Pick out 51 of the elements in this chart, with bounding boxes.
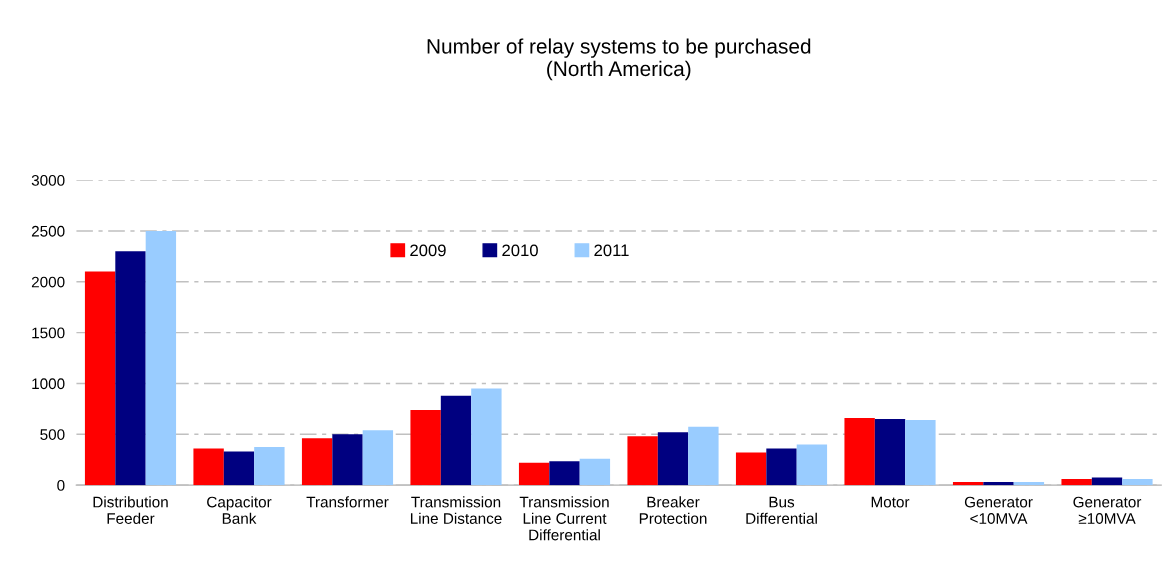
- bar: [549, 461, 580, 486]
- x-tick-label: Bus Differential: [746, 496, 817, 524]
- bar: [844, 418, 875, 486]
- bar: [332, 434, 363, 486]
- bar: [193, 448, 224, 486]
- bar: [657, 432, 689, 486]
- x-tick-label: Motor: [871, 496, 910, 508]
- legend-label: 2009: [410, 244, 446, 257]
- bar: [362, 430, 394, 486]
- bar: [145, 230, 177, 486]
- bar: [1122, 479, 1153, 486]
- y-tick-label: 3000: [31, 174, 65, 186]
- bar: [84, 271, 116, 486]
- bar: [735, 452, 767, 486]
- legend-label: 2010: [502, 244, 538, 257]
- bar: [1013, 482, 1045, 486]
- bar: [410, 409, 441, 486]
- x-tick-label: Breaker Protection: [639, 496, 707, 524]
- y-tick-label: 500: [40, 429, 65, 440]
- x-tick-label: Capacitor Bank: [207, 496, 272, 524]
- bar: [254, 447, 285, 486]
- y-tick-label: 0: [57, 480, 65, 491]
- x-tick-label: Transmission Line Distance: [410, 496, 502, 524]
- x-tick-label: Distribution Feeder: [93, 496, 168, 524]
- y-tick-label: 1500: [32, 327, 65, 339]
- chart-title: Number of relay systems to be purchased (North America): [427, 38, 811, 81]
- legend-label: 2011: [594, 244, 629, 257]
- bar: [301, 438, 333, 486]
- bar: [952, 482, 984, 486]
- y-tick-label: 1000: [32, 378, 65, 390]
- y-tick-label: 2000: [31, 276, 65, 288]
- x-tick-label: Transmission Line Current Differential: [519, 496, 609, 541]
- bar: [115, 251, 146, 486]
- bar: [766, 448, 797, 486]
- y-tick-label: 2500: [31, 225, 65, 237]
- bar: [579, 458, 611, 486]
- x-tick-label: Generator <10MVA: [964, 496, 1033, 524]
- bar: [905, 420, 936, 486]
- bar: [983, 482, 1014, 486]
- x-tick-label: Transformer: [306, 496, 389, 508]
- bar: [471, 388, 502, 486]
- bar: [1061, 479, 1092, 486]
- bar: [440, 395, 472, 486]
- bar: [874, 419, 906, 486]
- x-tick-label: Generator ≥10MVA: [1073, 496, 1142, 524]
- bar: [627, 436, 658, 486]
- bar: [796, 444, 828, 486]
- bar: [518, 462, 550, 486]
- bar: [223, 451, 255, 486]
- bar: [1091, 477, 1123, 486]
- bar: [688, 426, 719, 486]
